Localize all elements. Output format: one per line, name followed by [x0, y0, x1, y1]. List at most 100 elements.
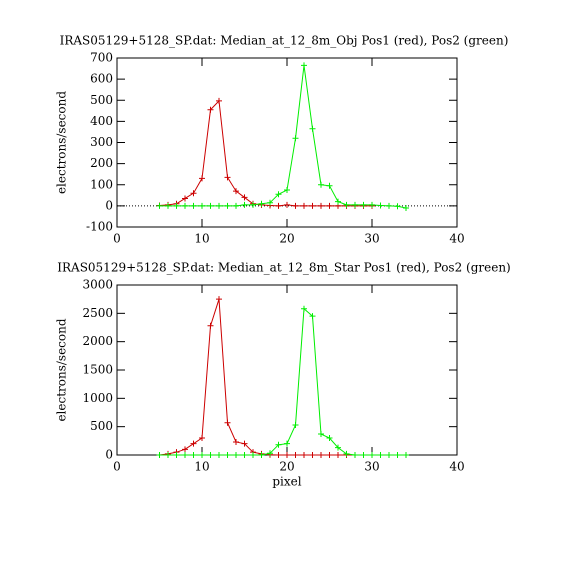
point-marker — [275, 441, 282, 448]
point-marker — [326, 182, 333, 189]
point-marker — [360, 201, 367, 208]
point-marker — [309, 125, 316, 132]
point-marker — [182, 446, 188, 453]
point-marker — [224, 452, 231, 458]
series-line — [159, 307, 406, 456]
point-marker — [224, 419, 231, 426]
point-marker — [309, 202, 316, 209]
point-marker — [241, 440, 248, 447]
point-marker — [199, 175, 205, 182]
point-marker — [216, 202, 222, 209]
point-marker — [292, 202, 299, 209]
point-marker — [343, 450, 350, 457]
point-marker — [224, 202, 231, 209]
series-line — [159, 99, 372, 207]
point-marker — [292, 135, 299, 142]
point-marker — [190, 452, 197, 458]
point-marker — [403, 204, 409, 211]
point-marker — [275, 191, 282, 198]
point-marker — [386, 202, 392, 209]
point-marker — [343, 201, 350, 208]
point-marker — [326, 435, 333, 441]
point-marker — [241, 201, 248, 208]
point-marker — [250, 201, 256, 208]
point-marker — [258, 452, 265, 458]
y-tick-label: 300 — [90, 135, 113, 149]
point-marker — [352, 452, 358, 458]
point-marker — [207, 322, 214, 329]
point-marker — [207, 452, 214, 458]
y-tick-label: 0 — [105, 448, 113, 462]
series-line — [159, 65, 407, 209]
point-marker — [216, 97, 222, 104]
y-tick-label: 500 — [90, 419, 113, 433]
point-marker — [199, 202, 205, 209]
point-marker — [267, 450, 273, 457]
point-marker — [369, 201, 375, 208]
point-marker — [233, 452, 239, 458]
point-marker — [292, 421, 299, 428]
plot-frame — [116, 284, 458, 456]
point-marker — [173, 452, 180, 458]
point-marker — [190, 202, 197, 209]
point-marker — [309, 452, 316, 458]
y-tick-label: 600 — [90, 72, 113, 86]
point-marker — [207, 202, 214, 209]
y-tick-label: 400 — [90, 114, 113, 128]
point-marker — [318, 181, 324, 188]
point-marker — [241, 194, 248, 201]
point-marker — [207, 106, 214, 113]
point-marker — [190, 440, 197, 447]
point-marker — [182, 195, 188, 202]
point-marker — [301, 305, 307, 312]
point-marker — [301, 452, 307, 458]
point-marker — [301, 202, 307, 209]
y-tick-label: 3000 — [82, 278, 113, 292]
point-marker — [182, 452, 188, 458]
point-marker — [377, 452, 384, 458]
point-marker — [190, 190, 197, 197]
x-tick-label: 20 — [279, 232, 294, 246]
point-marker — [224, 174, 231, 181]
point-marker — [292, 452, 299, 458]
point-marker — [284, 187, 290, 194]
point-marker — [403, 452, 409, 458]
point-marker — [275, 452, 282, 458]
x-tick-label: 0 — [113, 460, 121, 474]
point-marker — [233, 438, 239, 445]
point-marker — [335, 444, 341, 451]
point-marker — [377, 202, 384, 209]
y-tick-label: 100 — [90, 177, 113, 191]
y-axis-label: electrons/second — [55, 91, 69, 194]
plot-frame — [116, 57, 458, 228]
y-tick-label: 200 — [90, 156, 113, 170]
point-marker — [233, 188, 239, 195]
x-tick-label: 10 — [194, 232, 209, 246]
point-marker — [326, 202, 333, 209]
x-axis-label: pixel — [272, 475, 301, 489]
x-tick-label: 0 — [113, 232, 121, 246]
series-line — [159, 299, 372, 456]
point-marker — [360, 452, 367, 458]
point-marker — [369, 452, 375, 458]
y-axis-label: electrons/second — [55, 318, 69, 421]
point-marker — [284, 440, 290, 447]
point-marker — [352, 201, 358, 208]
point-marker — [199, 452, 205, 458]
point-marker — [258, 200, 265, 207]
point-marker — [182, 202, 188, 209]
y-tick-label: 2500 — [82, 306, 113, 320]
point-marker — [284, 452, 290, 458]
point-marker — [216, 452, 222, 458]
point-marker — [173, 202, 180, 209]
x-tick-label: 40 — [449, 460, 464, 474]
x-tick-label: 30 — [364, 460, 379, 474]
point-marker — [165, 452, 171, 458]
x-tick-label: 30 — [364, 232, 379, 246]
y-tick-label: 2000 — [82, 334, 113, 348]
chart-title: IRAS05129+5128_SP.dat: Median_at_12_8m_S… — [57, 261, 511, 275]
point-marker — [386, 452, 392, 458]
point-marker — [335, 452, 341, 458]
y-tick-label: 700 — [90, 51, 113, 65]
